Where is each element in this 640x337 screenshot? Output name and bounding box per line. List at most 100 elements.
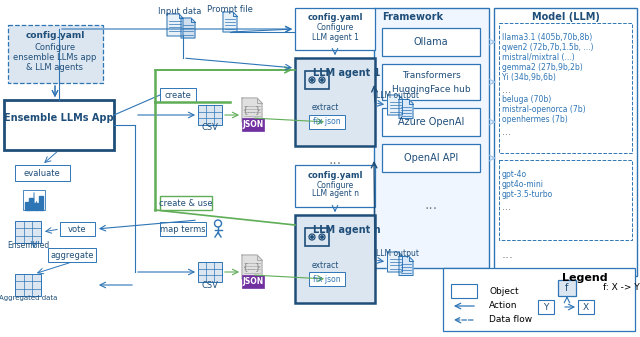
Text: gemma2 (27b,9b,2b): gemma2 (27b,9b,2b) bbox=[502, 63, 583, 72]
Text: ...: ... bbox=[424, 198, 438, 212]
FancyBboxPatch shape bbox=[15, 274, 41, 296]
Text: f: f bbox=[565, 283, 569, 293]
FancyBboxPatch shape bbox=[382, 28, 480, 56]
Text: create: create bbox=[164, 91, 191, 99]
Text: fix json: fix json bbox=[313, 118, 341, 126]
Text: Aggregated data: Aggregated data bbox=[0, 295, 57, 301]
Circle shape bbox=[311, 236, 313, 238]
Text: mistral-openorca (7b): mistral-openorca (7b) bbox=[502, 105, 586, 114]
FancyBboxPatch shape bbox=[382, 64, 480, 100]
Text: HuggingFace hub: HuggingFace hub bbox=[392, 85, 470, 93]
Bar bbox=[24, 202, 29, 210]
Text: Input data: Input data bbox=[158, 7, 202, 17]
Text: Legend: Legend bbox=[562, 273, 608, 283]
Text: gpt-4o: gpt-4o bbox=[502, 170, 527, 179]
FancyBboxPatch shape bbox=[242, 275, 264, 288]
Text: Ollama: Ollama bbox=[413, 37, 448, 47]
FancyBboxPatch shape bbox=[499, 160, 632, 240]
FancyBboxPatch shape bbox=[15, 221, 41, 243]
Text: Configure: Configure bbox=[316, 181, 354, 189]
Bar bbox=[34, 203, 38, 210]
Text: {...}: {...} bbox=[243, 263, 261, 272]
Text: LLM output: LLM output bbox=[376, 92, 419, 100]
Text: ...: ... bbox=[502, 85, 511, 95]
Text: Configure: Configure bbox=[316, 24, 354, 32]
Text: ...: ... bbox=[502, 127, 511, 137]
Text: CSV: CSV bbox=[202, 280, 218, 289]
Circle shape bbox=[321, 79, 323, 81]
FancyBboxPatch shape bbox=[295, 165, 375, 207]
Text: LLM agent n: LLM agent n bbox=[312, 189, 358, 198]
Bar bbox=[29, 198, 33, 210]
FancyBboxPatch shape bbox=[160, 196, 212, 210]
FancyBboxPatch shape bbox=[309, 115, 345, 129]
Polygon shape bbox=[223, 12, 237, 32]
FancyBboxPatch shape bbox=[8, 25, 103, 83]
Text: LLM agent n: LLM agent n bbox=[313, 225, 381, 235]
Text: openhermes (7b): openhermes (7b) bbox=[502, 115, 568, 124]
Text: config.yaml: config.yaml bbox=[26, 31, 84, 40]
Text: extract: extract bbox=[311, 261, 339, 270]
Text: beluga (70b): beluga (70b) bbox=[502, 95, 551, 104]
Text: & LLM agents: & LLM agents bbox=[26, 62, 83, 71]
Text: map terms: map terms bbox=[160, 224, 206, 234]
FancyBboxPatch shape bbox=[494, 8, 637, 276]
Text: ...: ... bbox=[328, 153, 342, 167]
FancyBboxPatch shape bbox=[48, 248, 96, 262]
FancyBboxPatch shape bbox=[578, 300, 594, 314]
Polygon shape bbox=[242, 255, 262, 279]
Bar bbox=[39, 195, 43, 210]
FancyBboxPatch shape bbox=[198, 262, 222, 282]
Text: LLM agent 1: LLM agent 1 bbox=[314, 68, 381, 78]
Circle shape bbox=[311, 79, 313, 81]
Text: aggregate: aggregate bbox=[51, 250, 93, 259]
Text: ...: ... bbox=[502, 248, 514, 261]
FancyBboxPatch shape bbox=[443, 268, 635, 331]
FancyBboxPatch shape bbox=[242, 118, 264, 131]
FancyBboxPatch shape bbox=[295, 58, 375, 146]
Text: Ensembled: Ensembled bbox=[7, 241, 49, 249]
Text: JSON: JSON bbox=[243, 120, 264, 129]
Text: gpt4o-mini: gpt4o-mini bbox=[502, 180, 544, 189]
Text: Action: Action bbox=[489, 302, 518, 310]
Text: create & use: create & use bbox=[159, 198, 213, 208]
FancyBboxPatch shape bbox=[305, 228, 329, 246]
Text: Transformers: Transformers bbox=[402, 71, 460, 81]
FancyBboxPatch shape bbox=[295, 215, 375, 303]
Text: evaluate: evaluate bbox=[24, 168, 60, 178]
Text: OpenAI API: OpenAI API bbox=[404, 153, 458, 163]
Text: ...: ... bbox=[502, 202, 511, 212]
Text: config.yaml: config.yaml bbox=[307, 13, 363, 23]
Text: mistral/mixtral (...): mistral/mixtral (...) bbox=[502, 53, 575, 62]
Text: ensemble LLMs app: ensemble LLMs app bbox=[13, 53, 97, 61]
FancyBboxPatch shape bbox=[374, 8, 489, 268]
FancyBboxPatch shape bbox=[15, 165, 70, 181]
Polygon shape bbox=[399, 256, 413, 276]
Text: Prompt file: Prompt file bbox=[207, 5, 253, 14]
Text: X: X bbox=[583, 303, 589, 311]
Text: CSV: CSV bbox=[202, 123, 218, 132]
FancyBboxPatch shape bbox=[295, 8, 375, 50]
FancyBboxPatch shape bbox=[558, 280, 576, 296]
FancyBboxPatch shape bbox=[4, 100, 114, 150]
FancyBboxPatch shape bbox=[499, 23, 632, 153]
Text: Ensemble LLMs App: Ensemble LLMs App bbox=[4, 113, 114, 123]
Text: qwen2 (72b,7b,1.5b, ...): qwen2 (72b,7b,1.5b, ...) bbox=[502, 43, 593, 52]
Polygon shape bbox=[242, 98, 262, 122]
Circle shape bbox=[321, 236, 323, 238]
Text: Yi (34b,9b,6b): Yi (34b,9b,6b) bbox=[502, 73, 556, 82]
Polygon shape bbox=[387, 252, 403, 272]
FancyBboxPatch shape bbox=[198, 105, 222, 125]
Text: Framework: Framework bbox=[382, 12, 443, 22]
Text: Model (LLM): Model (LLM) bbox=[532, 12, 600, 22]
Text: config.yaml: config.yaml bbox=[307, 171, 363, 180]
Text: JSON: JSON bbox=[243, 277, 264, 286]
FancyBboxPatch shape bbox=[382, 144, 480, 172]
FancyBboxPatch shape bbox=[309, 272, 345, 286]
Text: vote: vote bbox=[68, 224, 86, 234]
Polygon shape bbox=[387, 95, 403, 115]
Text: fix json: fix json bbox=[313, 275, 341, 283]
Text: Data flow: Data flow bbox=[489, 315, 532, 325]
Text: LLM agent 1: LLM agent 1 bbox=[312, 32, 358, 41]
Text: llama3.1 (405b,70b,8b): llama3.1 (405b,70b,8b) bbox=[502, 33, 592, 42]
